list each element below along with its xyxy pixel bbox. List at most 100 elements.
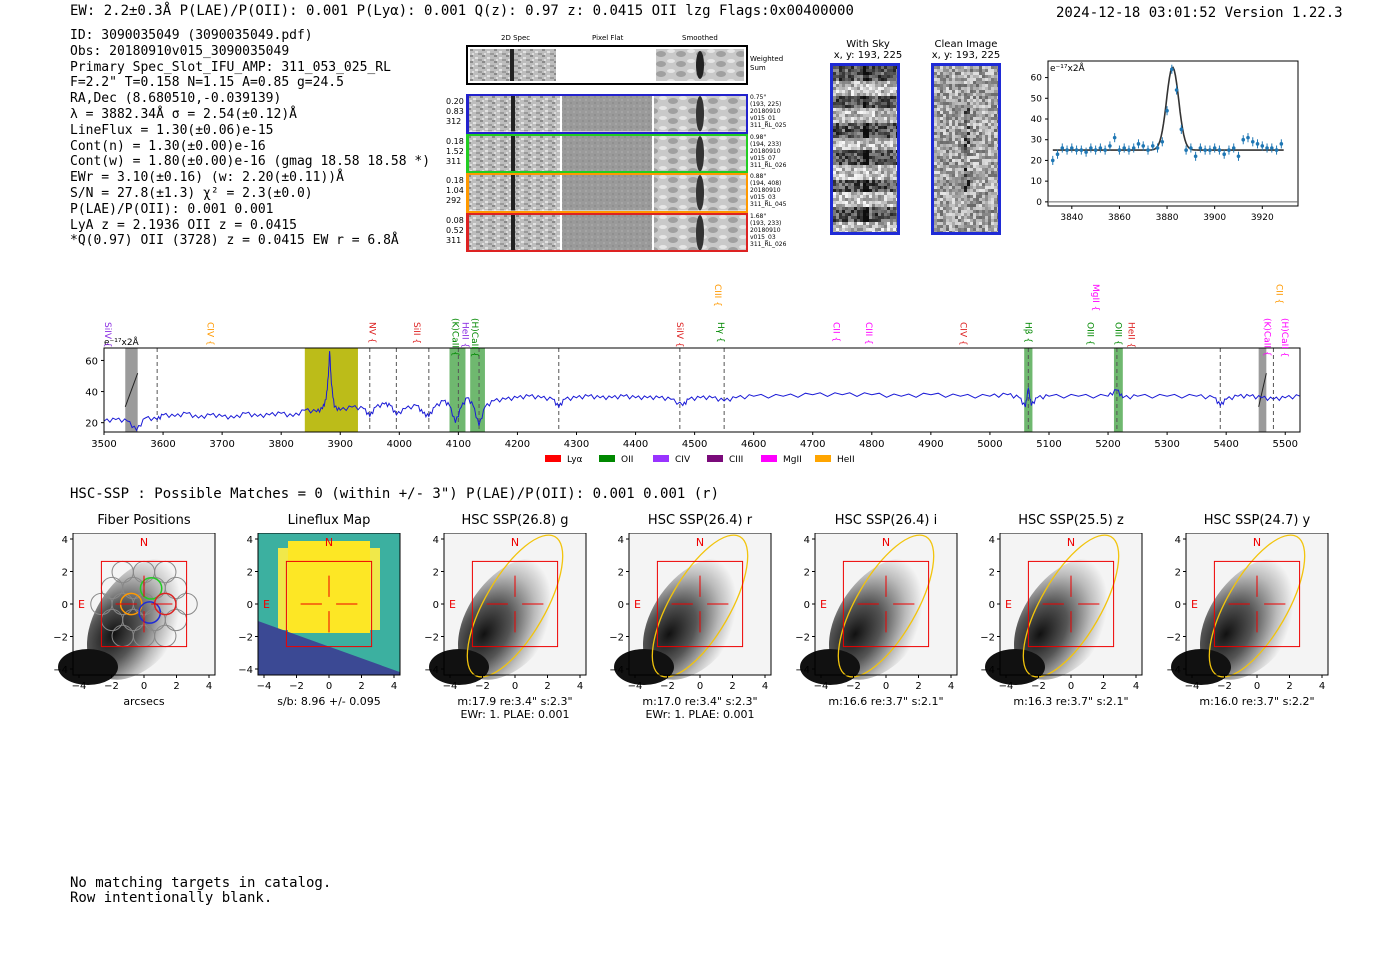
svg-text:CII {: CII { bbox=[830, 322, 840, 342]
axis-tick-label: 0 bbox=[697, 681, 703, 692]
info-line: Obs: 20180910v015_3090035049 bbox=[70, 43, 290, 59]
axis-tick-label: 2 bbox=[915, 681, 921, 692]
full-xtick-label: 4400 bbox=[623, 439, 648, 450]
cutout-meta: 1.68" bbox=[750, 212, 767, 220]
hsc-panel-title: HSC SSP(26.8) g bbox=[461, 513, 569, 528]
north-label: N bbox=[511, 536, 519, 549]
svg-text:(K)CaII {: (K)CaII { bbox=[1262, 318, 1272, 357]
spectrum-line-label: MgII { bbox=[1090, 284, 1100, 311]
svg-text:CIV {: CIV { bbox=[204, 322, 214, 346]
axis-tick-label: 2 bbox=[989, 568, 995, 579]
spectrum-hatch bbox=[1258, 373, 1267, 407]
spectrum-shaded-region bbox=[470, 348, 485, 432]
cutout-meta: 311_RL_045 bbox=[750, 201, 787, 208]
svg-text:(H)CaII {: (H)CaII { bbox=[1279, 318, 1289, 358]
svg-text:CIII {: CIII { bbox=[712, 284, 722, 307]
cutout-stat: 0.52 bbox=[446, 225, 464, 235]
spectrum-line-label: SiIV { bbox=[102, 322, 112, 348]
axis-tick-label: 4 bbox=[1175, 535, 1181, 546]
full-xtick-label: 5100 bbox=[1036, 439, 1061, 450]
zoom-point bbox=[1160, 139, 1165, 144]
zoom-ytick-label: 50 bbox=[1031, 94, 1043, 104]
hsc-panel-image: N E −4 −4 −2 −2 0 0 2 2 4 4 bbox=[609, 533, 772, 692]
clean-image-coords: x, y: 193, 225 bbox=[931, 50, 1001, 61]
full-xtick-label: 4900 bbox=[918, 439, 943, 450]
spectrum-line-label: CIII { bbox=[712, 284, 722, 307]
aperture-box bbox=[1213, 560, 1301, 648]
info-line: LyA z = 2.1936 OII z = 0.0415 bbox=[70, 217, 297, 233]
axis-tick-label: −4 bbox=[980, 665, 995, 676]
axis-tick-label: 0 bbox=[618, 600, 624, 611]
svg-text:CIII {: CIII { bbox=[863, 322, 873, 345]
axis-tick-label: −2 bbox=[795, 633, 810, 644]
full-xtick-label: 3700 bbox=[209, 439, 234, 450]
spectrum-line-label: CII { bbox=[830, 322, 840, 342]
axis-tick-label: 2 bbox=[62, 568, 68, 579]
zoom-point bbox=[1217, 148, 1222, 152]
caption-line: m:17.9 re:3.4" s:2.3" bbox=[457, 695, 573, 708]
axis-tick-label: −4 bbox=[999, 681, 1014, 692]
info-line: S/N = 27.8(±1.3) χ² = 2.3(±0.0) bbox=[70, 185, 313, 201]
zoom-point bbox=[1150, 144, 1155, 148]
zoom-unit-label: e⁻¹⁷x2Å bbox=[1050, 62, 1086, 74]
cutout-meta: v015_07 bbox=[750, 154, 776, 162]
spectrum-line-label: (K)CaII { bbox=[1262, 318, 1272, 357]
col-header-smoothed: Smoothed bbox=[682, 34, 718, 42]
hsc-panel-caption: m:16.3 re:3.7" s:2.1" bbox=[980, 695, 1162, 708]
axis-tick-label: 0 bbox=[883, 681, 889, 692]
hsc-panel-title: HSC SSP(26.4) r bbox=[647, 513, 753, 528]
footer-line: No matching targets in catalog. bbox=[70, 875, 332, 891]
spectrum-line-label: (K)CaII { bbox=[449, 318, 459, 357]
axis-tick-label: 0 bbox=[989, 600, 995, 611]
cutout-meta: v015_03 bbox=[750, 233, 776, 241]
spectrum-line-label: CIV { bbox=[204, 322, 214, 346]
axis-tick-label: −2 bbox=[104, 681, 119, 692]
zoom-point bbox=[1103, 148, 1107, 152]
caption-line: m:16.6 re:3.7" s:2.1" bbox=[828, 695, 944, 708]
svg-text:OIII {: OIII { bbox=[1113, 322, 1123, 346]
caption-line: EWr: 1. PLAE: 0.001 bbox=[460, 708, 570, 721]
zoom-point bbox=[1227, 148, 1231, 152]
caption-line: m:16.3 re:3.7" s:2.1" bbox=[1013, 695, 1129, 708]
axis-tick-label: 0 bbox=[326, 681, 332, 692]
svg-text:HeII {: HeII { bbox=[459, 322, 469, 348]
cutout-row-stats: 0.08 0.52 311 bbox=[446, 216, 464, 246]
east-label: E bbox=[263, 598, 270, 611]
legend-swatch bbox=[545, 455, 561, 462]
svg-text:Hγ {: Hγ { bbox=[715, 322, 725, 343]
caption-line: s/b: 8.96 +/- 0.095 bbox=[277, 695, 381, 708]
svg-text:(H)CaII {: (H)CaII { bbox=[469, 318, 479, 358]
hsc-panel-caption: arcsecs bbox=[53, 695, 235, 708]
fiber-circle-selected bbox=[139, 576, 163, 600]
zoom-point bbox=[1203, 148, 1207, 152]
zoom-point bbox=[1098, 146, 1103, 150]
full-ytick-label: 60 bbox=[85, 356, 98, 367]
info-line: Cont(n) = 1.30(±0.00)e-16 bbox=[70, 138, 266, 154]
zoom-point bbox=[1265, 146, 1269, 150]
zoom-point bbox=[1146, 148, 1150, 152]
north-label: N bbox=[1067, 536, 1075, 549]
zoom-point bbox=[1255, 142, 1260, 146]
cutout-meta: v015_03 bbox=[750, 194, 776, 201]
zoom-point bbox=[1222, 152, 1226, 157]
caption-line: m:17.0 re:3.4" s:2.3" bbox=[642, 695, 758, 708]
svg-text:MgII {: MgII { bbox=[1090, 284, 1100, 311]
footer-notes: No matching targets in catalog. Row inte… bbox=[70, 876, 331, 906]
full-xtick-label: 3500 bbox=[91, 439, 116, 450]
axis-tick-label: 4 bbox=[577, 681, 583, 692]
spectrum-line bbox=[103, 351, 1301, 432]
hsc-headline: HSC-SSP : Possible Matches = 0 (within +… bbox=[70, 486, 720, 502]
zoom-point bbox=[1155, 146, 1160, 150]
legend-swatch bbox=[761, 455, 777, 462]
zoom-point bbox=[1141, 144, 1146, 148]
aperture-box bbox=[471, 560, 559, 648]
hsc-panel-image: N E −4 −4 −2 −2 0 0 2 2 4 4 bbox=[53, 533, 216, 692]
axis-tick-label: −4 bbox=[1166, 665, 1181, 676]
svg-text:SiII {: SiII { bbox=[411, 322, 421, 344]
cutout-meta: (193, 225) bbox=[750, 101, 782, 108]
axis-tick-label: 4 bbox=[391, 681, 397, 692]
spectrum-line-label: Hγ { bbox=[715, 322, 725, 343]
east-label: E bbox=[1005, 598, 1012, 611]
east-label: E bbox=[820, 598, 827, 611]
axis-tick-label: −4 bbox=[443, 681, 458, 692]
